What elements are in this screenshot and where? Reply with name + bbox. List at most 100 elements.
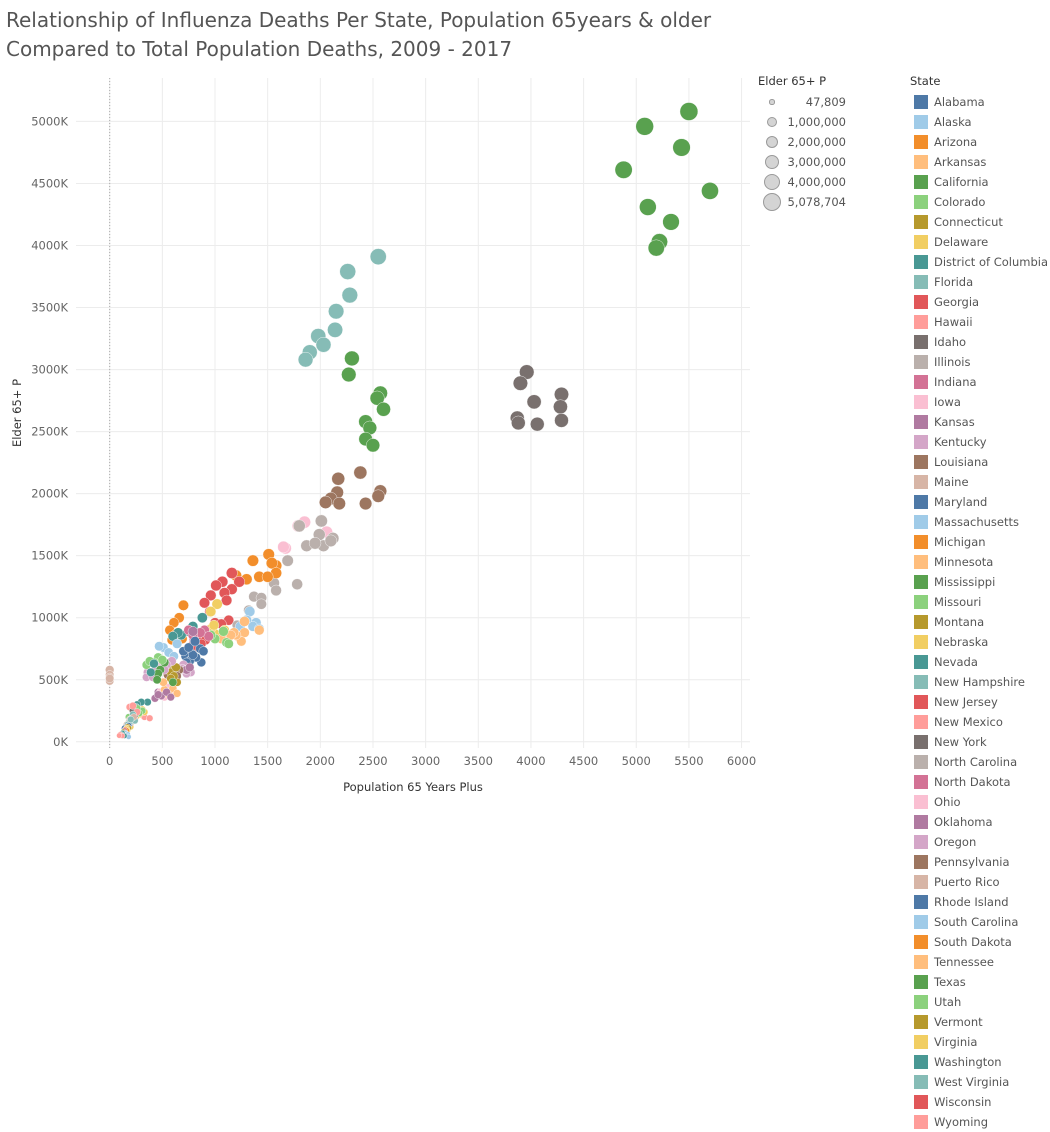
state-legend-item[interactable]: New Hampshire (910, 672, 1050, 692)
data-point[interactable] (319, 495, 333, 509)
data-point[interactable] (172, 689, 182, 698)
data-point[interactable] (344, 350, 360, 367)
state-legend-item[interactable]: Indiana (910, 372, 1050, 392)
state-legend-item[interactable]: Oklahoma (910, 812, 1050, 832)
data-point[interactable] (324, 534, 338, 547)
state-legend-item[interactable]: Delaware (910, 232, 1050, 252)
state-legend-item[interactable]: Illinois (910, 352, 1050, 372)
data-point[interactable] (197, 612, 208, 624)
data-point[interactable] (116, 732, 123, 739)
state-legend-item[interactable]: Montana (910, 612, 1050, 632)
data-point[interactable] (371, 489, 385, 503)
state-legend-item[interactable]: Missouri (910, 592, 1050, 612)
state-legend-item[interactable]: Kentucky (910, 432, 1050, 452)
data-point[interactable] (292, 519, 306, 533)
data-point[interactable] (553, 399, 568, 415)
data-point[interactable] (226, 567, 238, 579)
data-point[interactable] (291, 578, 303, 590)
state-legend-item[interactable]: Wisconsin (910, 1092, 1050, 1112)
state-legend-item[interactable]: Washington (910, 1052, 1050, 1072)
data-point[interactable] (315, 336, 332, 353)
data-point[interactable] (154, 690, 163, 699)
state-legend-item[interactable]: Wyoming (910, 1112, 1050, 1132)
state-legend-item[interactable]: Minnesota (910, 552, 1050, 572)
state-legend-item[interactable]: Nebraska (910, 632, 1050, 652)
data-point[interactable] (239, 616, 250, 627)
state-legend-item[interactable]: Kansas (910, 412, 1050, 432)
data-point[interactable] (105, 674, 115, 683)
state-legend-item[interactable]: District of Columbia (910, 252, 1050, 272)
state-legend-item[interactable]: Vermont (910, 1012, 1050, 1032)
data-point[interactable] (332, 497, 346, 511)
state-legend-item[interactable]: South Carolina (910, 912, 1050, 932)
state-legend-item[interactable]: New Jersey (910, 692, 1050, 712)
data-point[interactable] (127, 715, 135, 723)
data-point[interactable] (172, 638, 183, 649)
data-point[interactable] (277, 540, 290, 554)
state-legend-item[interactable]: Massachusetts (910, 512, 1050, 532)
state-legend-item[interactable]: Florida (910, 272, 1050, 292)
data-point[interactable] (177, 599, 189, 611)
state-legend-item[interactable]: Pennsylvania (910, 852, 1050, 872)
data-point[interactable] (639, 198, 657, 216)
data-point[interactable] (261, 570, 274, 583)
data-point[interactable] (353, 465, 368, 480)
state-legend-item[interactable]: Maryland (910, 492, 1050, 512)
data-point[interactable] (205, 606, 217, 617)
data-point[interactable] (270, 584, 282, 597)
state-legend-item[interactable]: New Mexico (910, 712, 1050, 732)
state-legend-item[interactable]: Arizona (910, 132, 1050, 152)
data-point[interactable] (281, 554, 294, 567)
state-legend-item[interactable]: North Dakota (910, 772, 1050, 792)
data-point[interactable] (190, 636, 201, 647)
data-point[interactable] (128, 701, 137, 710)
state-legend-item[interactable]: Alabama (910, 92, 1050, 112)
data-point[interactable] (297, 351, 314, 368)
state-legend-item[interactable]: Oregon (910, 832, 1050, 852)
data-point[interactable] (369, 248, 387, 266)
data-point[interactable] (146, 667, 156, 677)
state-legend-item[interactable]: Mississippi (910, 572, 1050, 592)
state-legend-item[interactable]: Connecticut (910, 212, 1050, 232)
data-point[interactable] (221, 594, 233, 606)
state-legend-item[interactable]: Louisiana (910, 452, 1050, 472)
state-legend-item[interactable]: Colorado (910, 192, 1050, 212)
state-legend-item[interactable]: California (910, 172, 1050, 192)
data-point[interactable] (198, 646, 209, 657)
data-point[interactable] (554, 386, 569, 402)
state-legend-item[interactable]: Puerto Rico (910, 872, 1050, 892)
state-legend-item[interactable]: North Carolina (910, 752, 1050, 772)
state-legend-item[interactable]: West Virginia (910, 1072, 1050, 1092)
data-point[interactable] (359, 497, 373, 511)
data-point[interactable] (662, 213, 680, 231)
data-point[interactable] (328, 303, 345, 320)
data-point[interactable] (554, 413, 569, 428)
data-point[interactable] (152, 675, 162, 685)
data-point[interactable] (635, 117, 654, 136)
data-point[interactable] (218, 626, 229, 637)
data-point[interactable] (327, 322, 343, 338)
state-legend-item[interactable]: Idaho (910, 332, 1050, 352)
state-legend-item[interactable]: South Dakota (910, 932, 1050, 952)
data-point[interactable] (211, 598, 223, 610)
data-point[interactable] (614, 160, 633, 179)
data-point[interactable] (146, 714, 154, 722)
state-legend-item[interactable]: Maine (910, 472, 1050, 492)
data-point[interactable] (265, 557, 278, 570)
state-legend-item[interactable]: Virginia (910, 1032, 1050, 1052)
state-legend-item[interactable]: Ohio (910, 792, 1050, 812)
data-point[interactable] (315, 514, 328, 528)
state-legend-item[interactable]: Nevada (910, 652, 1050, 672)
state-legend-item[interactable]: Hawaii (910, 312, 1050, 332)
state-legend-item[interactable]: Tennessee (910, 952, 1050, 972)
data-point[interactable] (233, 576, 245, 588)
data-point[interactable] (198, 597, 210, 609)
data-point[interactable] (369, 390, 385, 406)
data-point[interactable] (203, 631, 214, 642)
data-point[interactable] (185, 662, 195, 672)
data-point[interactable] (511, 415, 526, 431)
state-legend-item[interactable]: Michigan (910, 532, 1050, 552)
state-legend-item[interactable]: Arkansas (910, 152, 1050, 172)
data-point[interactable] (208, 619, 220, 631)
data-point[interactable] (188, 650, 198, 660)
